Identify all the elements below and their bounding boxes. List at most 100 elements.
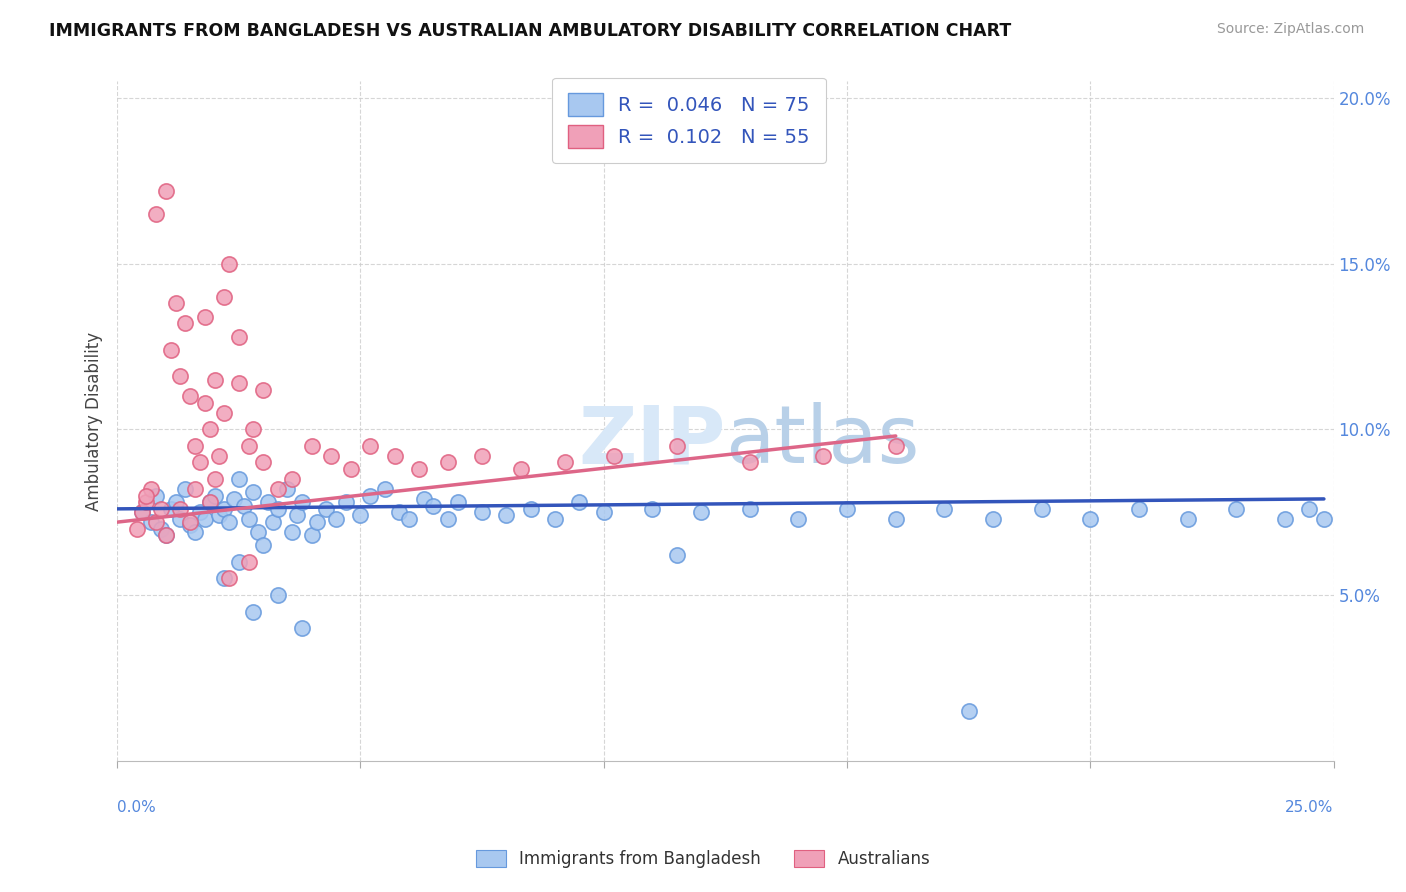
- Point: [174, 316, 197, 330]
- Point: [447, 495, 470, 509]
- Point: [179, 518, 201, 533]
- Point: [252, 455, 274, 469]
- Point: [141, 515, 163, 529]
- Point: [228, 376, 250, 390]
- Legend: Immigrants from Bangladesh, Australians: Immigrants from Bangladesh, Australians: [470, 843, 936, 875]
- Point: [204, 472, 226, 486]
- Point: [384, 449, 406, 463]
- Y-axis label: Ambulatory Disability: Ambulatory Disability: [86, 332, 103, 510]
- Point: [1298, 501, 1320, 516]
- Point: [218, 571, 240, 585]
- Point: [149, 501, 172, 516]
- Point: [149, 522, 172, 536]
- Point: [281, 472, 304, 486]
- Point: [165, 495, 187, 509]
- Point: [339, 462, 361, 476]
- Point: [665, 439, 688, 453]
- Point: [262, 515, 284, 529]
- Text: atlas: atlas: [725, 402, 920, 481]
- Point: [787, 512, 810, 526]
- Point: [359, 439, 381, 453]
- Point: [568, 495, 591, 509]
- Text: Source: ZipAtlas.com: Source: ZipAtlas.com: [1216, 22, 1364, 37]
- Point: [194, 310, 217, 324]
- Point: [276, 482, 298, 496]
- Text: IMMIGRANTS FROM BANGLADESH VS AUSTRALIAN AMBULATORY DISABILITY CORRELATION CHART: IMMIGRANTS FROM BANGLADESH VS AUSTRALIAN…: [49, 22, 1011, 40]
- Point: [174, 482, 197, 496]
- Point: [159, 343, 181, 357]
- Point: [374, 482, 396, 496]
- Point: [252, 383, 274, 397]
- Point: [179, 515, 201, 529]
- Point: [188, 455, 211, 469]
- Point: [145, 207, 167, 221]
- Point: [321, 449, 343, 463]
- Point: [222, 491, 245, 506]
- Point: [291, 495, 314, 509]
- Point: [212, 406, 235, 420]
- Point: [359, 489, 381, 503]
- Point: [135, 489, 157, 503]
- Point: [1177, 512, 1199, 526]
- Point: [184, 482, 207, 496]
- Point: [247, 524, 270, 539]
- Point: [471, 449, 494, 463]
- Point: [141, 482, 163, 496]
- Point: [212, 501, 235, 516]
- Point: [1274, 512, 1296, 526]
- Point: [301, 439, 323, 453]
- Point: [242, 485, 264, 500]
- Point: [159, 501, 181, 516]
- Point: [884, 512, 907, 526]
- Point: [212, 571, 235, 585]
- Point: [179, 389, 201, 403]
- Point: [242, 422, 264, 436]
- Point: [145, 515, 167, 529]
- Point: [238, 439, 260, 453]
- Point: [544, 512, 567, 526]
- Point: [125, 522, 148, 536]
- Point: [131, 505, 153, 519]
- Point: [690, 505, 713, 519]
- Point: [1031, 501, 1053, 516]
- Point: [198, 495, 221, 509]
- Point: [325, 512, 347, 526]
- Point: [169, 512, 191, 526]
- Point: [238, 555, 260, 569]
- Point: [471, 505, 494, 519]
- Point: [335, 495, 357, 509]
- Point: [188, 505, 211, 519]
- Point: [194, 512, 217, 526]
- Point: [510, 462, 533, 476]
- Point: [169, 501, 191, 516]
- Point: [228, 329, 250, 343]
- Point: [1313, 512, 1336, 526]
- Text: 25.0%: 25.0%: [1285, 799, 1334, 814]
- Point: [301, 528, 323, 542]
- Point: [218, 257, 240, 271]
- Point: [238, 512, 260, 526]
- Point: [184, 524, 207, 539]
- Point: [835, 501, 858, 516]
- Point: [218, 515, 240, 529]
- Point: [232, 499, 254, 513]
- Point: [398, 512, 420, 526]
- Point: [208, 449, 231, 463]
- Point: [242, 605, 264, 619]
- Point: [267, 482, 290, 496]
- Point: [738, 501, 761, 516]
- Point: [155, 184, 177, 198]
- Text: ZIP: ZIP: [578, 402, 725, 481]
- Point: [228, 555, 250, 569]
- Point: [641, 501, 664, 516]
- Point: [495, 508, 517, 523]
- Point: [212, 290, 235, 304]
- Point: [198, 422, 221, 436]
- Point: [738, 455, 761, 469]
- Point: [194, 396, 217, 410]
- Point: [228, 472, 250, 486]
- Point: [204, 489, 226, 503]
- Point: [811, 449, 834, 463]
- Text: 0.0%: 0.0%: [117, 799, 156, 814]
- Point: [884, 439, 907, 453]
